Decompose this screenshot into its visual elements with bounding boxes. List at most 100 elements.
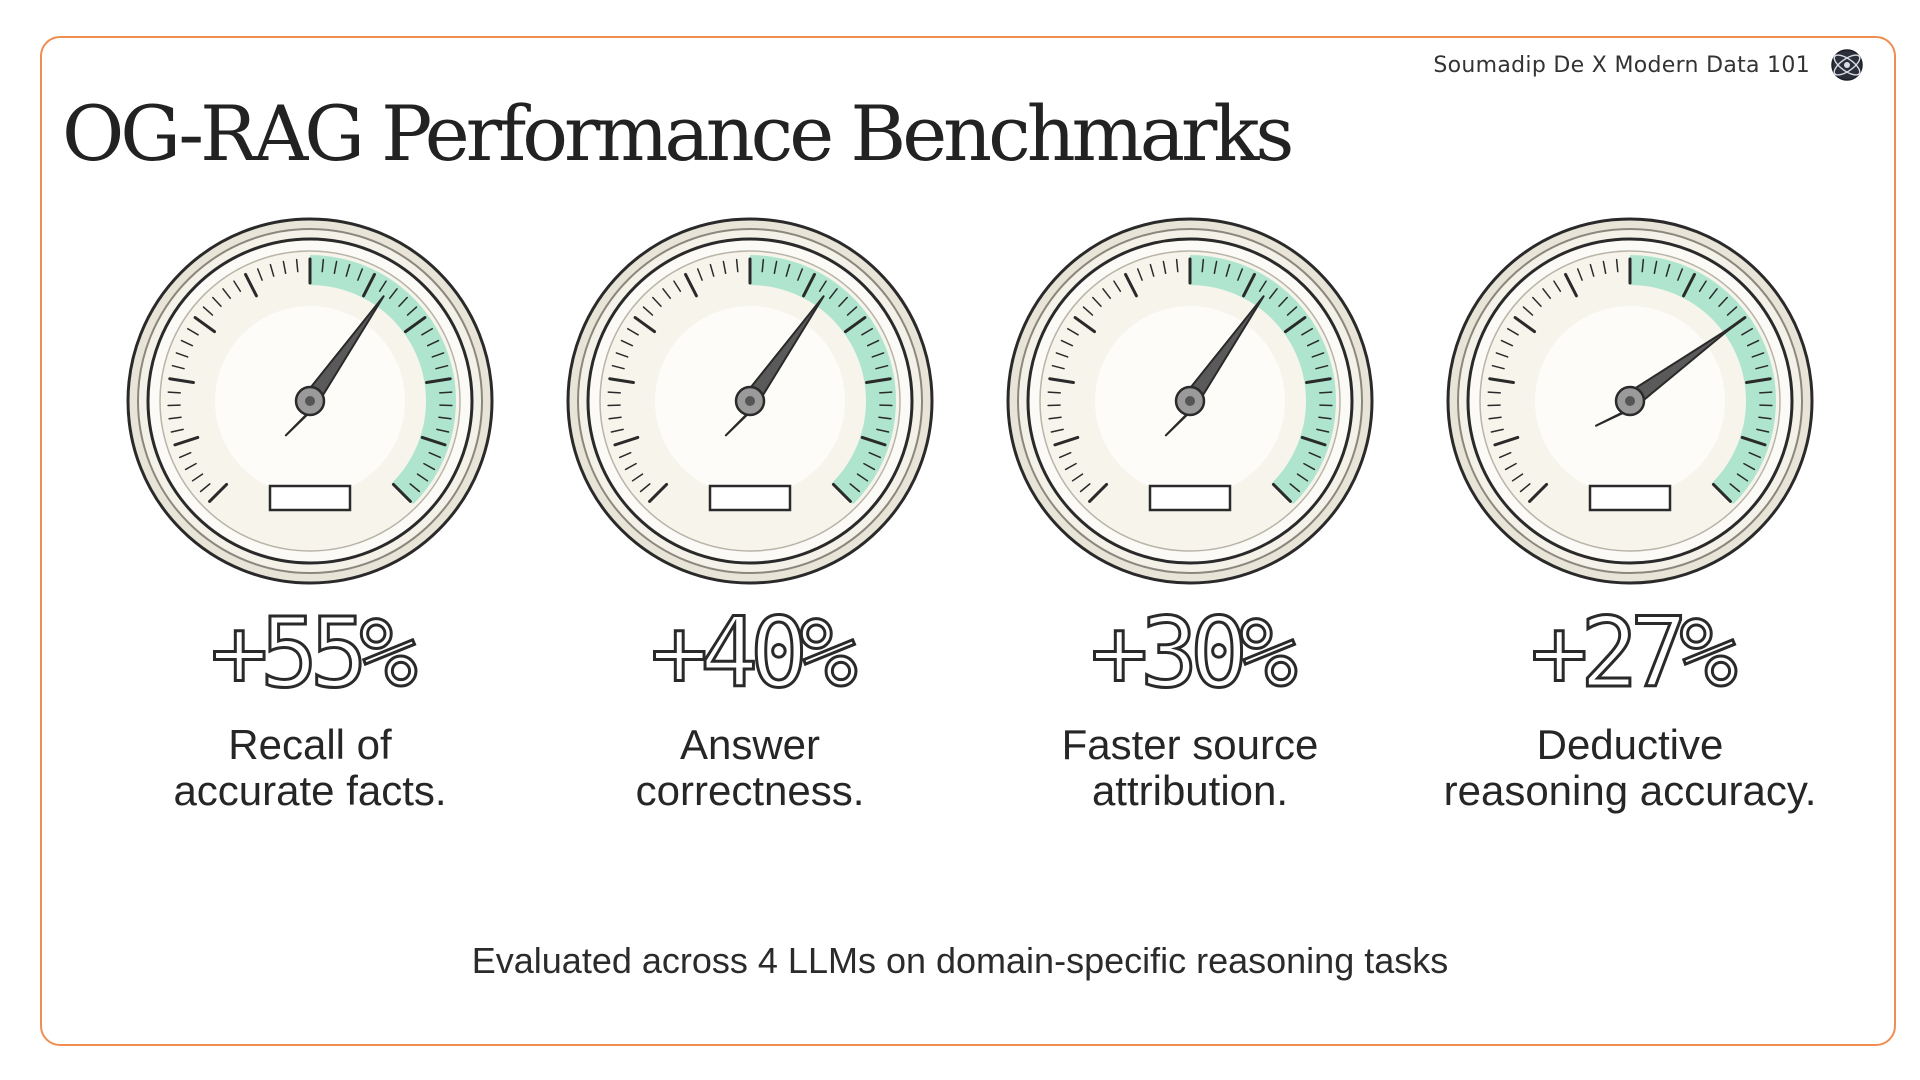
gauge-tick [1053, 435, 1080, 447]
gauge-tick [1718, 296, 1728, 307]
gauge-tick [438, 416, 452, 420]
metric-label: Answer correctness. [530, 722, 970, 814]
gauge-tick [1756, 428, 1770, 433]
metric-label-line: Faster source [1061, 721, 1319, 768]
metric-label-line: Recall of [228, 721, 392, 768]
gauge-tick [1271, 482, 1292, 503]
gauge-tick [1615, 258, 1619, 273]
gauge-tick [1079, 483, 1091, 493]
gauge-tick [168, 377, 195, 385]
gauge-tick [624, 462, 637, 471]
metric-label-line: reasoning accuracy. [1443, 767, 1817, 814]
brand-header: Soumadip De X Modern Data 101 [1433, 48, 1864, 82]
gauge-readout-window [708, 484, 792, 512]
gauge-tick [362, 272, 376, 298]
gauge-tick [269, 263, 275, 277]
gauge-tick [1500, 339, 1514, 347]
metric-label-line: correctness. [635, 767, 865, 814]
gauge-tick [1268, 288, 1278, 300]
gauge-tick [1048, 377, 1075, 385]
metric-label-line: Answer [679, 721, 821, 768]
gauge-tick [1047, 391, 1062, 394]
gauge-tick [1286, 306, 1298, 316]
gauge-tick [1589, 263, 1595, 277]
gauge-tick [1055, 352, 1069, 358]
gauge-tick [1758, 416, 1772, 420]
gauge-tick [1175, 258, 1179, 273]
gauge-tick [175, 352, 189, 358]
gauge-tick [838, 296, 848, 307]
gauge-tick [1048, 416, 1062, 420]
metric-cards: +55% Recall of accurate facts. +40% Answ… [0, 216, 1920, 856]
metric-card: +55% Recall of accurate facts. [90, 216, 530, 814]
gauge-tick [421, 327, 433, 336]
gauge-tick [321, 258, 325, 273]
gauge-tick [631, 473, 644, 482]
gauge-tick [212, 296, 222, 307]
metric-label: Faster source attribution. [970, 722, 1410, 814]
gauge-tick [168, 416, 182, 420]
gauge-tick [1315, 364, 1329, 370]
gauge-tick [866, 339, 880, 347]
gauge-tick [1519, 483, 1531, 493]
gauge-tick [1149, 263, 1155, 277]
gauge-tick [435, 364, 449, 370]
gauge-tick [1242, 272, 1256, 298]
gauge-tick [797, 268, 804, 281]
gauge-tick [173, 435, 200, 447]
gauge-tick [184, 462, 197, 471]
gauge-tick [1136, 268, 1143, 281]
gauge-tick [1726, 306, 1738, 316]
gauge-tick [256, 268, 263, 281]
gauge-tick [1289, 483, 1301, 493]
gauge-tick [1698, 280, 1707, 292]
gauge-tick [409, 483, 421, 493]
speedometer-gauge-icon [1446, 217, 1814, 585]
gauge-tick [865, 377, 892, 385]
gauge-tick [1303, 462, 1316, 471]
gauge-tick [1665, 263, 1671, 277]
gauge-tick [167, 391, 182, 394]
gauge-tick [426, 339, 440, 347]
gauge-tick [861, 327, 873, 336]
gauge-tick [403, 316, 427, 334]
gauge-tick [1748, 451, 1762, 459]
gauge-tick [1736, 473, 1749, 482]
gauge-tick [1306, 339, 1320, 347]
gauge-tick [871, 352, 885, 358]
metric-value: +40% [649, 597, 859, 710]
gauge-tick [735, 258, 739, 273]
gauge-tick [1237, 268, 1244, 281]
gauge-tick [1064, 462, 1077, 471]
gauge-tick [438, 391, 453, 394]
gauge-tick [1495, 352, 1509, 358]
gauge-tick [398, 296, 408, 307]
gauge-tick [178, 451, 192, 459]
gauge-tick [1225, 263, 1231, 277]
gauge-green-zone [1630, 255, 1776, 505]
gauge-tick [233, 280, 242, 292]
gauge-hub-center [1185, 396, 1195, 406]
gauge-tick [1088, 482, 1109, 503]
gauge-tick [1641, 258, 1645, 273]
gauge-tick [333, 260, 338, 275]
gauge-tick [388, 288, 398, 300]
gauge-tick [170, 428, 184, 433]
gauge-tick [1051, 364, 1065, 370]
gauge-hub-center [1625, 396, 1635, 406]
gauge-tick [1071, 473, 1084, 482]
gauge-tick [171, 364, 185, 370]
gauge-tick [1564, 272, 1578, 298]
gauge-tick [1283, 316, 1307, 334]
gauge-tick [611, 364, 625, 370]
gauge-tick [1498, 451, 1512, 459]
gauge-hub-center [305, 396, 315, 406]
gauge-tick [627, 327, 639, 336]
gauge-tick [1490, 428, 1504, 433]
gauge-tick [1602, 260, 1607, 275]
gauge-tick [431, 352, 445, 358]
gauge-tick [1491, 364, 1505, 370]
gauge-tick [1296, 473, 1309, 482]
gauge-tick [831, 482, 852, 503]
gauge-tick [1067, 327, 1079, 336]
